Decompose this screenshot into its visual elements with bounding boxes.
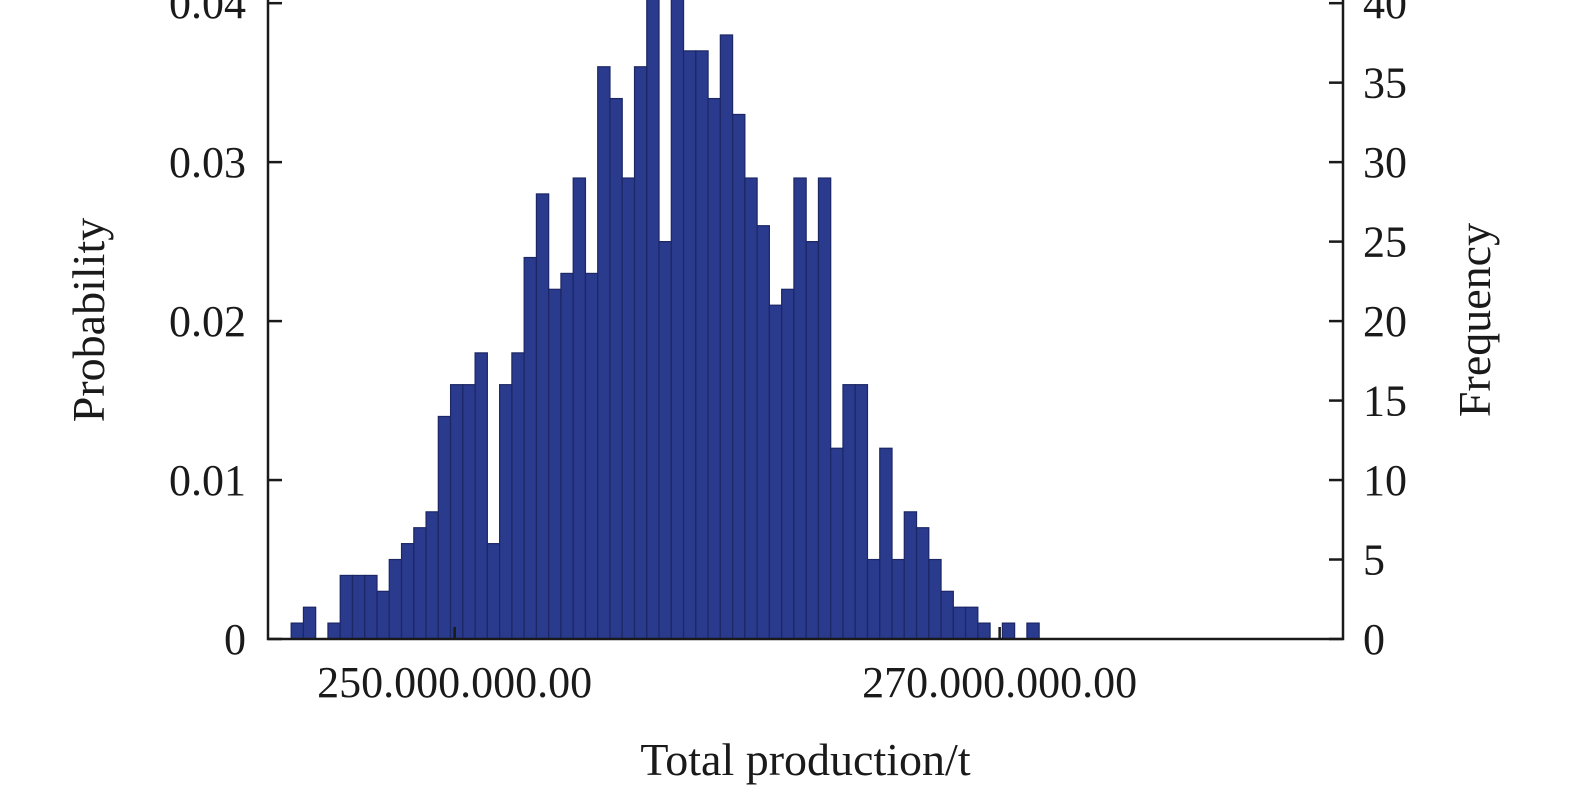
histogram-bar — [719, 34, 734, 640]
histogram-bar — [376, 590, 390, 640]
histogram-bar — [523, 256, 538, 640]
histogram-bar — [977, 622, 991, 640]
histogram-bar — [830, 447, 844, 640]
histogram-bar — [290, 622, 305, 640]
histogram-bar — [646, 0, 660, 640]
histogram-bar — [474, 352, 488, 640]
histogram-bar — [462, 384, 476, 640]
left-axis-title: Probability — [63, 218, 114, 422]
right-tick-label: 40 — [1363, 0, 1407, 28]
histogram-bar — [351, 574, 366, 640]
histogram-bar — [670, 0, 685, 640]
histogram-bar — [388, 558, 403, 640]
histogram-bar — [413, 527, 427, 640]
histogram-bar — [633, 66, 648, 640]
histogram-bar — [511, 352, 525, 640]
histogram-bar — [805, 241, 820, 640]
histogram-bar — [597, 66, 611, 640]
right-tick-label: 0 — [1363, 615, 1385, 664]
histogram-bar — [609, 97, 623, 640]
histogram-bar — [658, 241, 672, 640]
histogram-bar — [400, 543, 415, 640]
histogram-bar — [952, 606, 967, 640]
histogram-bar — [928, 558, 942, 640]
histogram-bar — [327, 622, 341, 640]
histogram-bar — [572, 177, 587, 640]
right-tick-label: 35 — [1363, 59, 1407, 108]
histogram-bar — [548, 288, 562, 640]
histogram-bar — [1026, 622, 1040, 640]
x-tick-label: 270.000.000.00 — [862, 658, 1137, 707]
histogram-bar — [879, 447, 893, 640]
histogram-bar — [732, 113, 746, 640]
histogram-bar — [1001, 622, 1016, 640]
histogram-bar — [364, 574, 378, 640]
histogram-bar — [437, 415, 452, 640]
histogram-bar — [535, 193, 550, 640]
left-tick-label: 0.01 — [169, 456, 246, 505]
histogram-bar — [499, 384, 513, 640]
histogram-bar — [339, 574, 354, 640]
right-tick-label: 15 — [1363, 377, 1407, 426]
x-axis-title: Total production/t — [640, 734, 970, 785]
right-tick-label: 5 — [1363, 536, 1385, 585]
histogram-bar — [486, 543, 501, 640]
histogram-bar — [449, 384, 464, 640]
histogram-bar — [793, 177, 807, 640]
histogram-bar — [817, 177, 832, 640]
left-tick-label: 0.04 — [169, 0, 246, 28]
histogram-bar — [707, 97, 721, 640]
right-tick-label: 20 — [1363, 297, 1407, 346]
right-axis: 0 5 10 15 20 25 30 35 40 — [1329, 0, 1407, 664]
histogram-bar — [903, 511, 918, 640]
left-tick-label: 0.03 — [169, 138, 246, 187]
plot-frame — [266, 0, 1345, 641]
histogram-bar — [425, 511, 439, 640]
histogram-bar — [915, 527, 930, 640]
right-tick-label: 10 — [1363, 456, 1407, 505]
right-axis-title: Frequency — [1449, 223, 1500, 417]
histogram-bar — [842, 384, 856, 640]
right-tick-label: 30 — [1363, 138, 1407, 187]
histogram-bar — [781, 288, 795, 640]
x-tick-label: 250.000.000.00 — [317, 658, 592, 707]
histogram-bar — [695, 50, 709, 640]
histogram-bar — [584, 272, 599, 640]
histogram-bar — [302, 606, 317, 640]
histogram-bar — [621, 177, 636, 640]
histogram-bar — [744, 177, 758, 640]
left-axis: 0 0.01 0.02 0.03 0.04 — [169, 0, 282, 664]
histogram-bar — [560, 272, 574, 640]
x-axis: 250.000.000.00 270.000.000.00 — [317, 627, 1137, 707]
histogram-bar — [866, 558, 881, 640]
histogram-bar — [964, 606, 979, 640]
left-tick-label: 0.02 — [169, 297, 246, 346]
left-tick-label: 0 — [224, 615, 246, 664]
histogram-bar — [756, 225, 770, 640]
histogram-bar — [768, 304, 783, 640]
histogram-bar — [891, 558, 905, 640]
histogram-bar — [940, 590, 954, 640]
histogram-bar — [682, 50, 697, 640]
bars-group — [290, 0, 1040, 640]
right-tick-label: 25 — [1363, 218, 1407, 267]
histogram-bar — [854, 384, 869, 640]
